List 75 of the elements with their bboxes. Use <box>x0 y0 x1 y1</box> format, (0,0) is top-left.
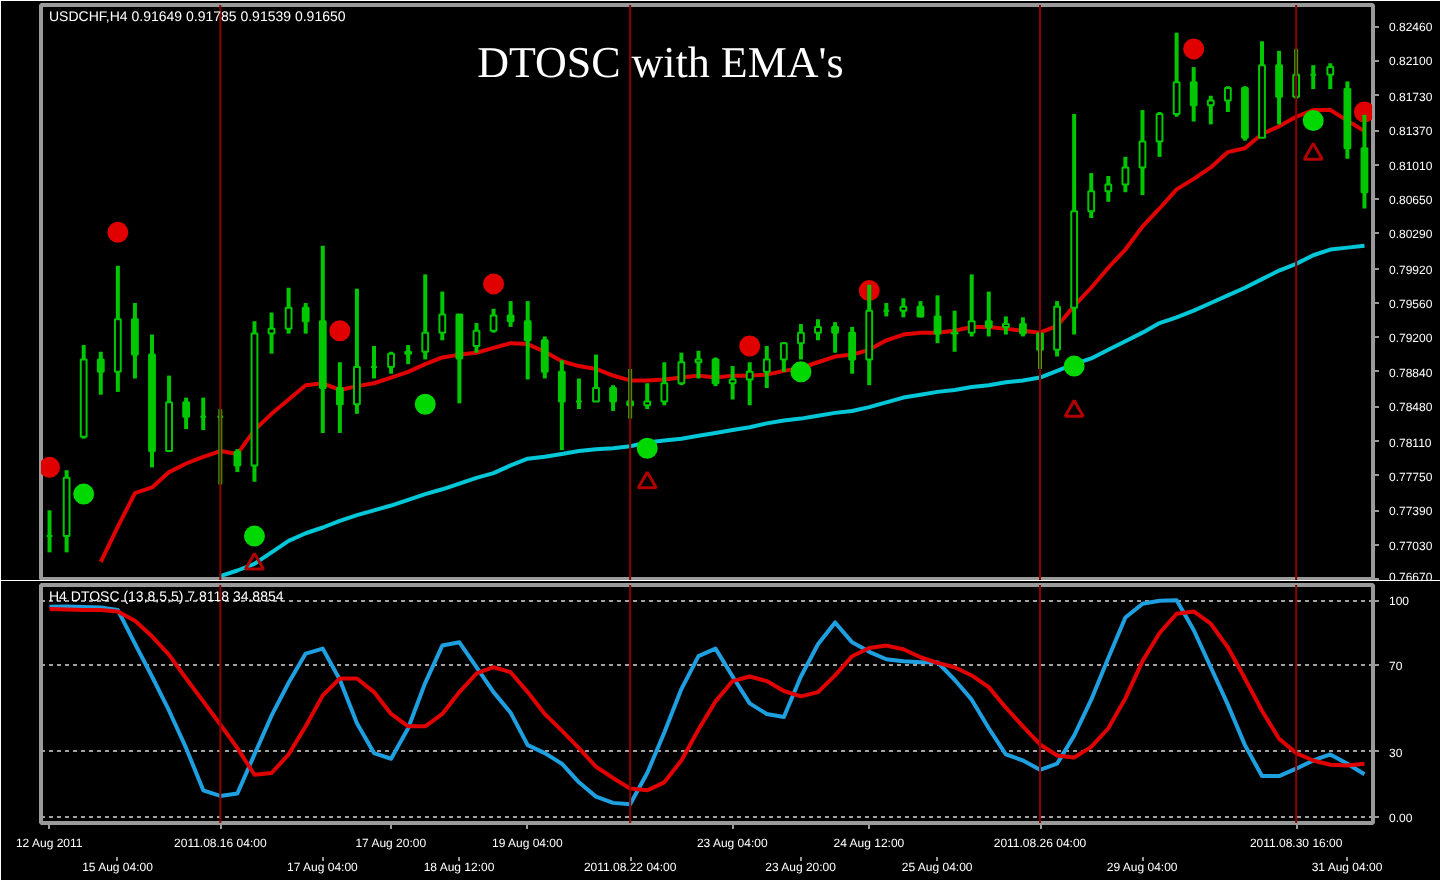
point <box>739 335 761 357</box>
candlestick <box>933 293 942 346</box>
candlestick <box>387 349 395 376</box>
candlestick <box>1001 314 1010 337</box>
candlestick <box>421 272 430 362</box>
point <box>73 483 95 505</box>
candlestick <box>1155 109 1164 159</box>
candlestick <box>814 317 822 343</box>
point <box>483 273 505 295</box>
candlestick <box>1360 112 1369 211</box>
candlestick <box>592 352 600 404</box>
point <box>107 221 129 243</box>
point <box>1353 101 1373 123</box>
candlestick <box>131 301 139 381</box>
candlestick <box>660 360 669 408</box>
point <box>1063 399 1085 418</box>
candlestick <box>762 344 771 391</box>
candlestick <box>779 340 788 374</box>
candlestick <box>353 286 361 416</box>
candlestick <box>438 289 447 343</box>
candlestick <box>506 299 515 329</box>
candlestick <box>404 343 413 367</box>
candlestick <box>267 310 276 356</box>
candlestick <box>1223 84 1232 114</box>
candlestick <box>728 364 737 402</box>
candlestick <box>96 349 105 397</box>
point <box>790 361 812 383</box>
candlestick <box>301 301 310 336</box>
point <box>1302 110 1324 132</box>
point <box>329 320 351 342</box>
candlestick <box>1275 48 1283 127</box>
candlestick <box>643 381 652 412</box>
point <box>243 551 265 571</box>
candlestick <box>233 447 242 475</box>
candlestick <box>455 312 464 406</box>
candlestick <box>335 360 344 435</box>
candlestick <box>831 320 839 355</box>
line-series <box>98 108 1367 564</box>
candlestick <box>899 296 908 320</box>
candlestick <box>677 350 686 388</box>
candlestick <box>540 334 549 381</box>
candlestick <box>1053 299 1061 359</box>
text: DTOSC with EMA's <box>477 37 844 87</box>
candlestick <box>848 324 857 376</box>
candlestick <box>984 289 993 339</box>
candlestick <box>609 383 617 413</box>
candlestick <box>745 360 754 408</box>
candlestick <box>950 308 959 354</box>
candlestick <box>797 322 805 362</box>
candlestick <box>1087 171 1096 221</box>
point <box>636 437 658 459</box>
candlestick <box>523 299 532 382</box>
point <box>636 470 658 490</box>
point <box>1302 142 1324 161</box>
point <box>243 525 265 547</box>
point <box>41 456 61 478</box>
candlestick <box>1189 65 1198 124</box>
point <box>414 393 436 415</box>
point <box>1183 38 1205 60</box>
candlestick <box>1326 61 1335 92</box>
candlestick <box>284 285 293 336</box>
candlestick <box>557 358 566 453</box>
candlestick <box>182 395 191 432</box>
candlestick <box>1172 30 1181 119</box>
candlestick <box>1104 173 1113 204</box>
candlestick <box>1206 93 1215 127</box>
candlestick <box>1019 315 1027 339</box>
candlestick <box>711 355 720 389</box>
candlestick <box>472 321 481 355</box>
line-series <box>218 243 1367 579</box>
candlestick <box>489 306 498 335</box>
candlestick <box>967 272 976 339</box>
candlestick <box>694 348 703 381</box>
point <box>1063 355 1085 377</box>
candlestick <box>1121 154 1130 195</box>
